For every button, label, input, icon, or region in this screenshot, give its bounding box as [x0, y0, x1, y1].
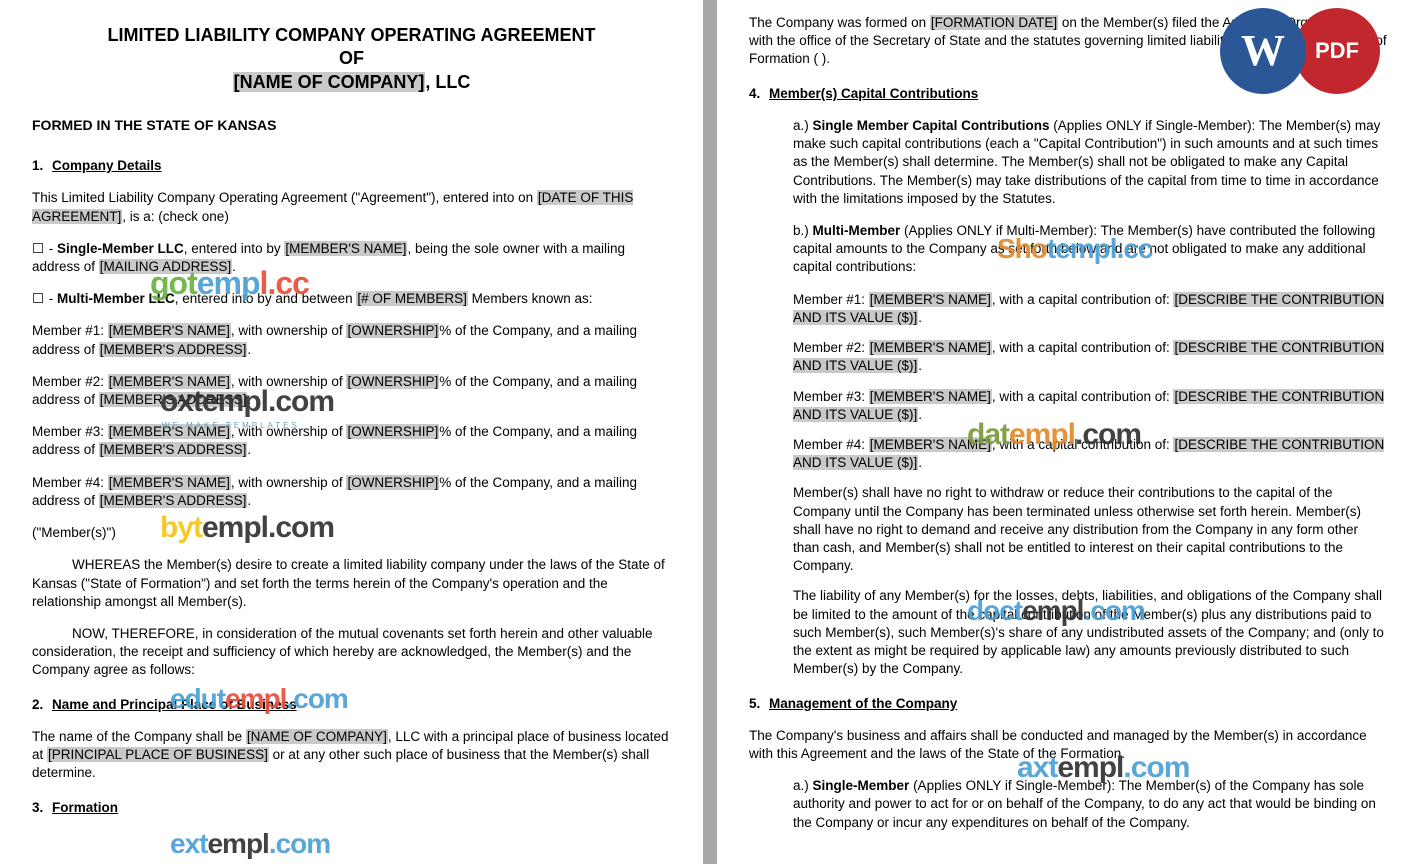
word-badge[interactable]: W: [1220, 8, 1306, 94]
section-1-head: 1.Company Details: [32, 157, 671, 175]
contribution-row: Member #2: [MEMBER'S NAME], with a capit…: [793, 339, 1388, 375]
whereas: WHEREAS the Member(s) desire to create a…: [32, 556, 671, 611]
member-row: Member #3: [MEMBER'S NAME], with ownersh…: [32, 423, 671, 459]
member-row: Member #2: [MEMBER'S NAME], with ownersh…: [32, 373, 671, 409]
s5-a: a.) Single-Member (Applies ONLY if Singl…: [793, 777, 1388, 832]
pdf-badge[interactable]: PDF: [1294, 8, 1380, 94]
formed-in: FORMED IN THE STATE OF KANSAS: [32, 116, 671, 135]
now-therefore: NOW, THEREFORE, in consideration of the …: [32, 625, 671, 680]
members-close: ("Member(s)"): [32, 524, 671, 542]
single-member-option: ☐ - Single-Member LLC, entered into by […: [32, 240, 671, 276]
section-3-head: 3.Formation: [32, 799, 671, 817]
section-5-head: 5.Management of the Company: [749, 695, 1388, 713]
section-2-head: 2.Name and Principal Place of Business: [32, 696, 671, 714]
title-line3: [NAME OF COMPANY], LLC: [32, 71, 671, 94]
checkbox-single[interactable]: ☐: [32, 240, 45, 258]
page-1: LIMITED LIABILITY COMPANY OPERATING AGRE…: [0, 0, 703, 864]
s4-a: a.) Single Member Capital Contributions …: [793, 117, 1388, 208]
contribution-row: Member #1: [MEMBER'S NAME], with a capit…: [793, 291, 1388, 327]
member-row: Member #1: [MEMBER'S NAME], with ownersh…: [32, 322, 671, 358]
s1-intro: This Limited Liability Company Operating…: [32, 189, 671, 225]
multi-member-option: ☐ - Multi-Member LLC, entered into by an…: [32, 290, 671, 308]
member-row: Member #4: [MEMBER'S NAME], with ownersh…: [32, 474, 671, 510]
s4-para1: Member(s) shall have no right to withdra…: [793, 484, 1388, 575]
company-name-ph: [NAME OF COMPANY]: [233, 72, 426, 92]
title-line1: LIMITED LIABILITY COMPANY OPERATING AGRE…: [107, 25, 595, 45]
doc-title: LIMITED LIABILITY COMPANY OPERATING AGRE…: [32, 24, 671, 94]
format-badges: W PDF: [1220, 8, 1380, 94]
checkbox-multi[interactable]: ☐: [32, 290, 45, 308]
contribution-row: Member #4: [MEMBER'S NAME], with a capit…: [793, 436, 1388, 472]
contribution-row: Member #3: [MEMBER'S NAME], with a capit…: [793, 388, 1388, 424]
watermark: extempl.com: [170, 825, 330, 863]
s2-body: The name of the Company shall be [NAME O…: [32, 728, 671, 783]
s5-intro: The Company's business and affairs shall…: [749, 727, 1388, 763]
title-line2: OF: [32, 47, 671, 70]
s4-para2: The liability of any Member(s) for the l…: [793, 587, 1388, 678]
s4-b: b.) Multi-Member (Applies ONLY if Multi-…: [793, 222, 1388, 277]
page-2: W PDF The Company was formed on [FORMATI…: [717, 0, 1420, 864]
title-suffix: , LLC: [425, 72, 470, 92]
